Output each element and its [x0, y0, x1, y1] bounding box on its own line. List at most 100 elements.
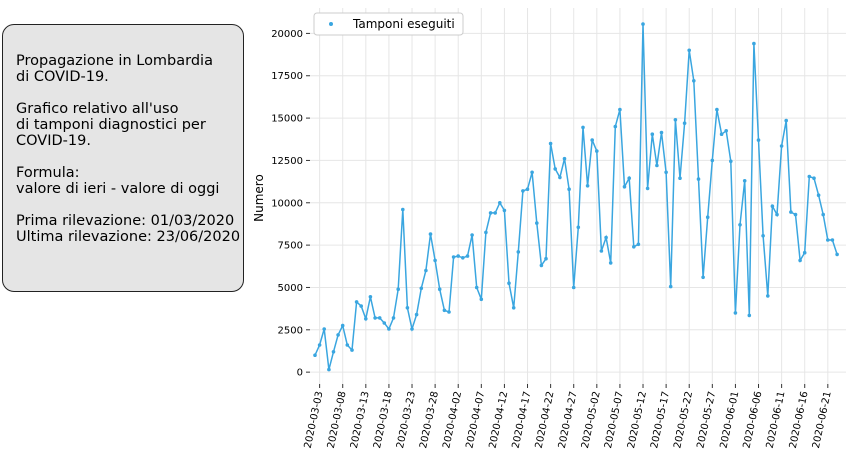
data-point: [793, 212, 798, 217]
data-point: [470, 233, 474, 237]
data-point: [733, 311, 738, 315]
data-point: [678, 176, 682, 180]
data-point: [571, 285, 576, 290]
info-line: Propagazione in Lombardia: [16, 53, 213, 69]
data-point: [812, 176, 816, 180]
data-point: [539, 263, 544, 268]
data-point: [719, 132, 724, 136]
data-point: [595, 149, 599, 153]
data-point: [664, 170, 668, 175]
data-point: [807, 174, 812, 179]
data-point: [447, 310, 451, 314]
x-tick-label: 2020-04-22: [534, 390, 557, 449]
info-line: di COVID-19.: [16, 69, 109, 85]
data-point: [424, 268, 428, 273]
data-point: [502, 208, 507, 213]
data-point: [451, 255, 456, 259]
data-point: [479, 297, 484, 302]
data-point: [590, 138, 594, 142]
x-tick-label: 2020-06-11: [765, 390, 788, 449]
data-point: [655, 163, 659, 168]
data-point: [456, 254, 461, 258]
x-tick-label: 2020-06-21: [811, 390, 834, 449]
info-box: Propagazione in Lombardia di COVID-19. Gra…: [2, 24, 244, 292]
info-line: valore di ieri - valore di oggi: [16, 181, 220, 197]
info-line: COVID-19.: [16, 133, 91, 149]
info-line: di tamponi diagnostici per: [16, 117, 206, 133]
data-point: [687, 48, 691, 53]
data-point: [752, 41, 756, 46]
x-tick-label: 2020-05-22: [672, 390, 695, 449]
data-point: [396, 287, 401, 292]
info-line: Grafico relativo all'uso: [16, 101, 179, 117]
data-point: [779, 144, 784, 148]
data-point: [835, 252, 839, 257]
x-tick-label: 2020-03-18: [372, 390, 395, 449]
series-line: [314, 24, 838, 370]
x-tick-label: 2020-05-07: [603, 390, 626, 449]
y-axis-title: Numero: [252, 174, 266, 222]
data-point: [636, 242, 641, 247]
x-tick-label: 2020-03-23: [395, 390, 418, 449]
data-point: [516, 250, 521, 254]
x-tick-label: 2020-03-28: [418, 390, 441, 449]
data-point: [331, 350, 336, 354]
data-point: [613, 124, 618, 129]
data-point: [705, 215, 710, 219]
data-point: [405, 306, 410, 310]
data-point: [553, 167, 557, 171]
data-point: [696, 177, 701, 181]
data-point: [567, 187, 571, 191]
data-point: [645, 186, 650, 191]
x-tick-label: 2020-04-02: [441, 390, 464, 449]
data-point: [530, 170, 534, 175]
data-point: [659, 130, 664, 135]
data-point: [498, 201, 502, 205]
data-point: [715, 107, 719, 112]
data-point: [525, 187, 530, 191]
y-axis: 0 2500 5000 7500 10000 12500 15000 17500 20000: [271, 29, 310, 379]
data-point: [428, 232, 433, 236]
y-tick-label: 12500: [271, 156, 303, 167]
x-tick-label: 2020-05-12: [626, 390, 649, 449]
x-tick-label: 2020-04-17: [511, 390, 534, 449]
y-tick-label: 15000: [271, 114, 303, 125]
data-point: [437, 287, 442, 292]
data-point: [668, 284, 673, 289]
y-tick-label: 7500: [278, 241, 303, 252]
x-tick-label: 2020-03-08: [326, 390, 349, 449]
data-point: [562, 156, 567, 161]
data-point: [359, 304, 364, 308]
series-tamponi-eseguiti: [313, 22, 839, 372]
data-point: [484, 230, 488, 235]
grid: [310, 8, 846, 384]
data-point: [627, 176, 631, 180]
data-point: [747, 313, 752, 318]
y-tick-label: 17500: [271, 71, 303, 82]
x-tick-label: 2020-05-17: [649, 390, 672, 449]
data-point: [373, 316, 377, 320]
data-point: [558, 175, 562, 180]
data-point: [701, 275, 705, 280]
data-point: [770, 204, 775, 208]
info-line: Prima rilevazione: 01/03/2020: [16, 213, 235, 229]
data-point: [465, 254, 470, 258]
data-point: [340, 323, 345, 328]
data-point: [350, 348, 354, 352]
x-tick-label: 2020-04-27: [557, 390, 580, 449]
info-line: Ultima rilevazione: 23/06/2020: [16, 229, 241, 245]
data-point: [692, 79, 696, 83]
data-point: [377, 316, 382, 320]
data-point: [410, 327, 414, 331]
data-point: [391, 316, 396, 320]
data-point: [673, 118, 678, 122]
legend-frame: [313, 12, 464, 36]
data-point: [599, 249, 604, 253]
y-tick-label: 2500: [278, 325, 303, 336]
data-point: [581, 125, 585, 130]
x-tick-label: 2020-06-16: [788, 390, 811, 449]
data-point: [442, 308, 447, 313]
data-point: [474, 285, 479, 290]
data-point: [387, 327, 391, 331]
data-point: [738, 223, 742, 227]
